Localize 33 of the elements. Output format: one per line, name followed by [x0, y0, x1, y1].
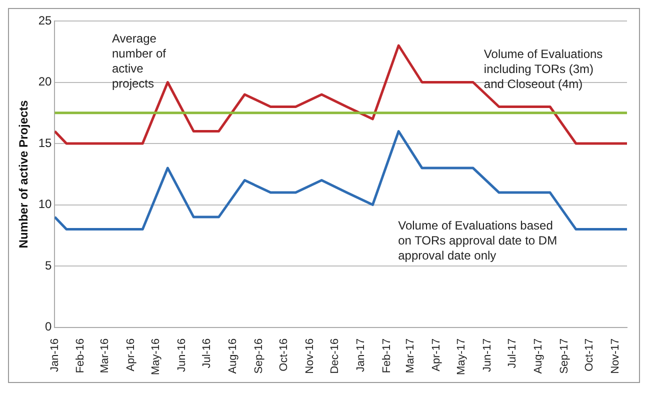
ref-line-label: Average number of active projects: [112, 32, 167, 91]
x-tick-label: Feb-16: [74, 338, 87, 374]
x-tick-label: Apr-17: [430, 338, 442, 372]
x-tick-label: Sep-16: [252, 338, 265, 374]
x-tick-label: Mar-16: [98, 338, 111, 374]
y-tick-label: 0: [45, 320, 52, 334]
series-label: Volume of Evaluations including TORs (3m) and Closeout (4m): [484, 46, 603, 91]
y-tick-label: 5: [45, 258, 52, 272]
x-tick-label: Jun-16: [176, 338, 188, 372]
x-tick-label: Feb-17: [380, 338, 393, 374]
x-tick-label: Mar-17: [404, 338, 416, 374]
y-tick-label: 15: [38, 136, 52, 150]
x-tick-label: Jun-17: [481, 338, 494, 372]
x-tick-label: Dec-16: [329, 338, 342, 374]
y-tick-label: 20: [38, 74, 52, 89]
x-tick-label: Nov-17: [609, 338, 622, 374]
x-tick-label: Jul-17: [506, 338, 518, 368]
x-tick-label: Apr-16: [124, 338, 137, 372]
x-tick-label: May-17: [455, 338, 468, 376]
x-tick-label: Nov-16: [304, 338, 316, 374]
y-axis-title: Number of active Projects: [16, 100, 31, 248]
y-tick-label: 10: [38, 197, 52, 212]
y-tick-label: 25: [38, 13, 52, 28]
x-tick-label: Jul-16: [201, 338, 214, 368]
x-tick-label: Oct-17: [583, 338, 596, 372]
x-tick-label: May-16: [150, 338, 162, 376]
x-tick-label: Jan-16: [48, 338, 61, 372]
x-tick-label: Aug-17: [532, 338, 544, 374]
series-label: Volume of Evaluations based on TORs approval date to DM approval date only: [398, 218, 558, 262]
x-tick-label: Sep-17: [558, 338, 570, 374]
x-tick-label: Aug-16: [226, 338, 239, 374]
x-tick-label: Jan-17: [354, 338, 367, 372]
x-tick-label: Oct-16: [278, 338, 290, 372]
